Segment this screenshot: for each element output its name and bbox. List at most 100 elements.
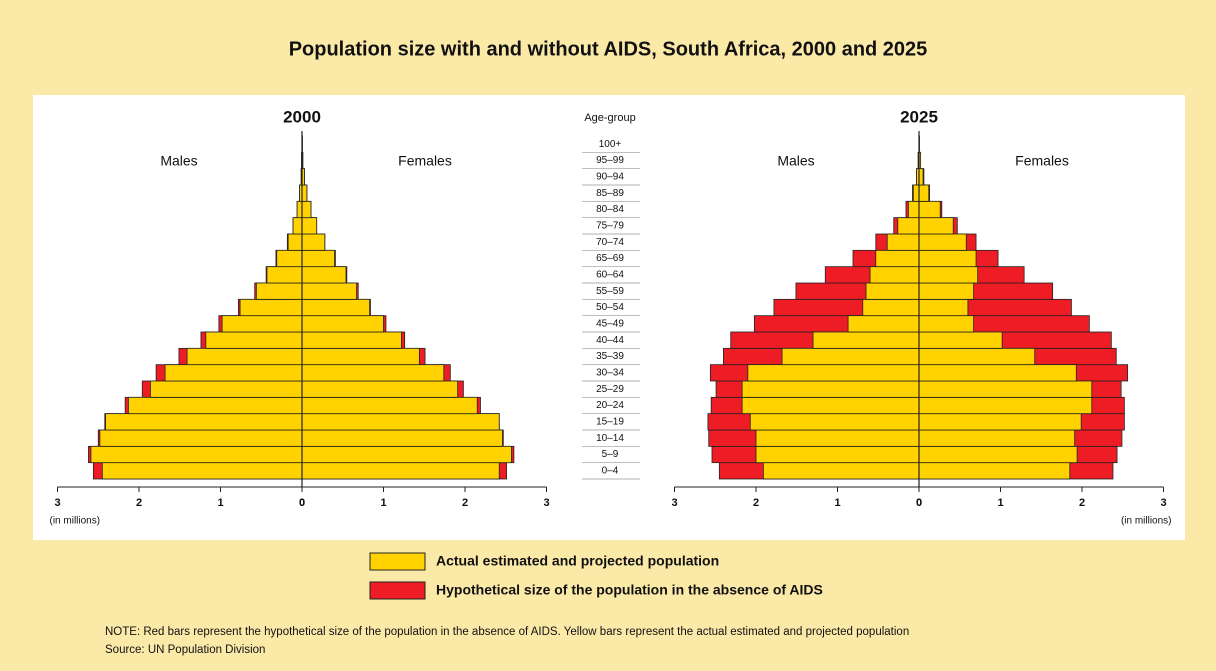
category-label: 60–64 xyxy=(596,269,624,280)
bar xyxy=(255,282,303,300)
bar xyxy=(918,315,975,333)
bar xyxy=(205,331,303,349)
bar xyxy=(918,200,941,219)
panel-title: 2025 xyxy=(900,107,938,126)
bar xyxy=(918,347,1036,366)
bar xyxy=(747,364,920,382)
bar xyxy=(918,380,1093,398)
bar xyxy=(301,217,318,235)
x-tick-label: 2 xyxy=(1079,497,1085,509)
bar xyxy=(886,233,920,251)
bar xyxy=(301,364,445,382)
category-label: 5–9 xyxy=(602,449,619,460)
bar xyxy=(150,380,303,398)
bar xyxy=(918,282,975,300)
bar xyxy=(292,217,303,235)
x-axis-label: (in millions) xyxy=(1121,516,1172,527)
bar xyxy=(186,347,303,366)
side-label: Males xyxy=(777,153,814,169)
x-tick-label: 3 xyxy=(54,497,60,509)
legend-swatch xyxy=(369,581,426,600)
bar xyxy=(301,331,402,349)
bar xyxy=(897,217,920,235)
bar xyxy=(301,200,312,219)
bar xyxy=(301,298,371,317)
category-label: 25–29 xyxy=(596,384,624,395)
x-tick-label: 1 xyxy=(380,497,386,509)
bar xyxy=(90,445,303,464)
bar xyxy=(918,413,1082,431)
category-label: 45–49 xyxy=(596,318,624,329)
x-tick-label: 1 xyxy=(834,497,840,509)
bar xyxy=(99,429,303,447)
category-label: 70–74 xyxy=(596,237,624,248)
category-label: 40–44 xyxy=(596,335,624,346)
bar xyxy=(762,462,920,480)
bar xyxy=(918,396,1093,415)
category-label: 85–89 xyxy=(596,188,624,199)
bar xyxy=(875,249,920,268)
bar xyxy=(918,462,1071,480)
bar xyxy=(301,184,308,202)
category-label: 95–99 xyxy=(596,155,624,166)
bar xyxy=(101,462,303,480)
x-tick-label: 2 xyxy=(753,497,759,509)
bar xyxy=(301,282,358,300)
category-label: 10–14 xyxy=(596,433,624,444)
bar xyxy=(741,396,920,415)
x-tick-label: 2 xyxy=(462,497,468,509)
bar xyxy=(301,445,512,464)
category-label: 50–54 xyxy=(596,302,624,313)
bar xyxy=(912,184,920,202)
bar xyxy=(847,315,920,333)
bar xyxy=(301,429,503,447)
side-label: Males xyxy=(160,153,197,169)
bar xyxy=(276,249,303,268)
bar xyxy=(755,429,920,447)
x-tick-label: 0 xyxy=(299,497,305,509)
bar xyxy=(301,249,335,268)
bar xyxy=(749,413,920,431)
category-label: 55–59 xyxy=(596,286,624,297)
side-label: Females xyxy=(1015,153,1069,169)
bar xyxy=(908,200,920,219)
x-tick-label: 1 xyxy=(217,497,223,509)
category-label: 35–39 xyxy=(596,351,624,362)
bar xyxy=(862,298,920,317)
legend-label: Hypothetical size of the population in t… xyxy=(436,582,823,598)
category-label: 65–69 xyxy=(596,253,624,264)
category-label: 100+ xyxy=(599,139,622,150)
bar xyxy=(918,266,979,284)
bar xyxy=(865,282,920,300)
x-tick-label: 0 xyxy=(916,497,922,509)
bar xyxy=(266,266,303,284)
bar xyxy=(301,396,478,415)
bar xyxy=(918,364,1077,382)
bar xyxy=(755,445,920,464)
bar xyxy=(301,266,347,284)
category-label: 20–24 xyxy=(596,400,624,411)
panel-title: 2000 xyxy=(283,107,321,126)
category-label: Age-group xyxy=(584,112,635,124)
bar xyxy=(918,233,967,251)
bar xyxy=(301,462,500,480)
note: NOTE: Red bars represent the hypothetica… xyxy=(105,626,909,638)
bar xyxy=(918,298,969,317)
category-label: 30–34 xyxy=(596,367,624,378)
category-label: 90–94 xyxy=(596,171,624,182)
bar xyxy=(221,315,303,333)
bar xyxy=(239,298,303,317)
bar xyxy=(918,217,954,235)
category-label: 0–4 xyxy=(602,465,619,476)
category-label: 75–79 xyxy=(596,220,624,231)
x-tick-label: 0 xyxy=(299,497,305,509)
bar xyxy=(105,413,303,431)
x-tick-label: 3 xyxy=(543,497,549,509)
bar xyxy=(918,331,1003,349)
legend-label: Actual estimated and projected populatio… xyxy=(436,553,719,569)
bar xyxy=(164,364,303,382)
bar xyxy=(301,413,500,431)
x-tick-label: 2 xyxy=(136,497,142,509)
